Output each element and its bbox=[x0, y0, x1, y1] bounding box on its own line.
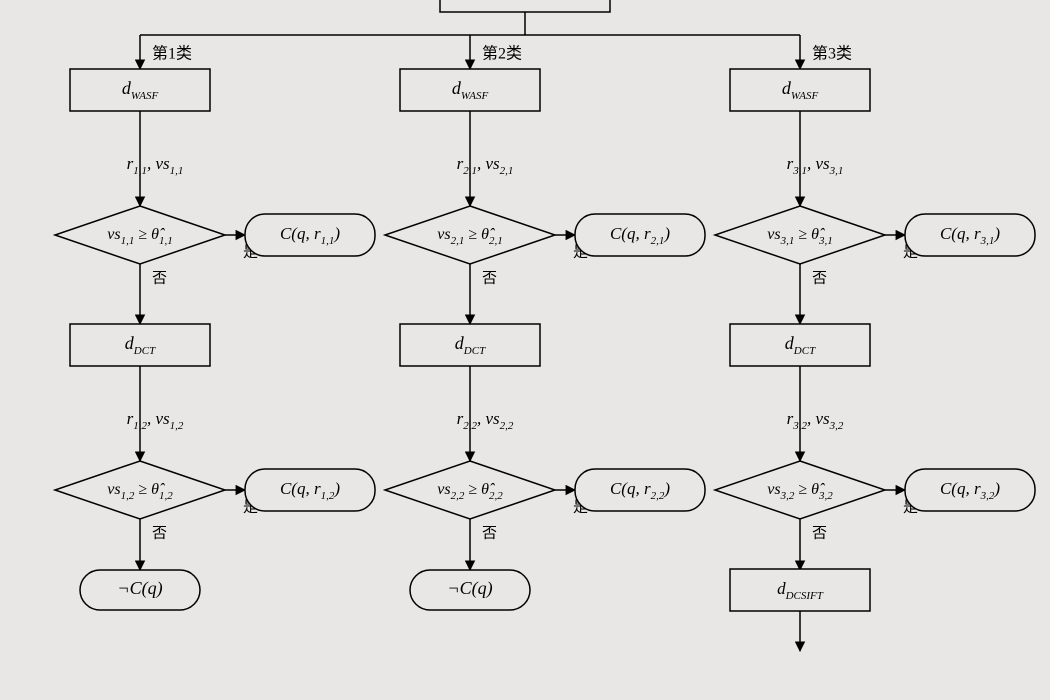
svg-text:r3,1, vs3,1: r3,1, vs3,1 bbox=[787, 154, 844, 177]
svg-text:r2,2, vs2,2: r2,2, vs2,2 bbox=[457, 409, 514, 432]
svg-text:¬C(q): ¬C(q) bbox=[117, 578, 162, 599]
svg-text:否: 否 bbox=[152, 270, 167, 286]
svg-text:否: 否 bbox=[812, 525, 827, 541]
svg-text:¬C(q): ¬C(q) bbox=[447, 578, 492, 599]
svg-text:否: 否 bbox=[812, 270, 827, 286]
svg-text:r2,1, vs2,1: r2,1, vs2,1 bbox=[457, 154, 514, 177]
svg-text:否: 否 bbox=[482, 270, 497, 286]
svg-text:r1,2, vs1,2: r1,2, vs1,2 bbox=[127, 409, 184, 432]
svg-text:否: 否 bbox=[482, 525, 497, 541]
svg-text:第2类: 第2类 bbox=[482, 45, 522, 63]
svg-text:r1,1, vs1,1: r1,1, vs1,1 bbox=[127, 154, 184, 177]
svg-text:第1类: 第1类 bbox=[152, 45, 192, 63]
flowchart: 第1类dWASFr1,1, vs1,1vs1,1 ≥ θ̂1,1是C(q, r1… bbox=[0, 0, 1050, 700]
svg-text:否: 否 bbox=[152, 525, 167, 541]
svg-text:第3类: 第3类 bbox=[812, 45, 852, 63]
svg-text:r3,2, vs3,2: r3,2, vs3,2 bbox=[787, 409, 844, 432]
